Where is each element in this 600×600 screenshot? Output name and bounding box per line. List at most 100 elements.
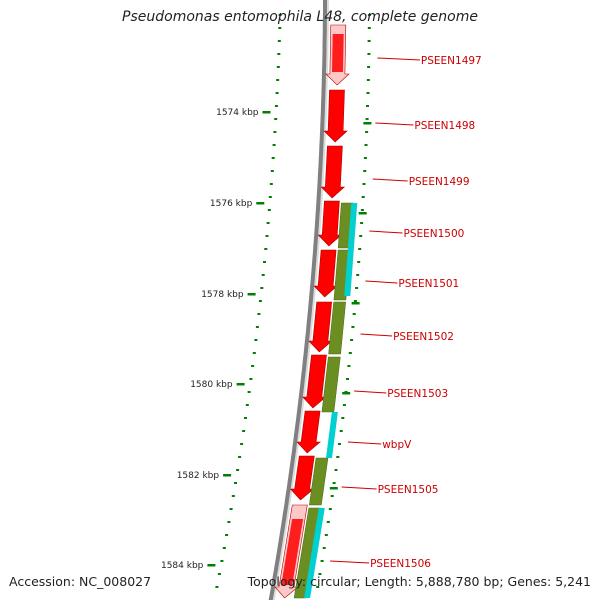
tick-left	[261, 274, 265, 276]
tick-right	[318, 573, 322, 575]
tick-left	[278, 14, 282, 16]
cyan-feature	[344, 203, 358, 296]
major-tick-right	[351, 302, 360, 305]
major-tick	[223, 474, 232, 477]
gene-arrow-core-PSEEN1506	[281, 518, 304, 585]
label-leader	[341, 486, 377, 490]
tick-right	[339, 430, 343, 432]
tick-right	[366, 79, 370, 81]
map-title: Pseudomonas entomophila L48, complete ge…	[122, 9, 478, 25]
tick-right	[342, 404, 346, 406]
tick-left	[278, 27, 282, 29]
topology-info: Topology: circular; Length: 5,888,780 bp…	[247, 574, 591, 589]
gene-label: PSEEN1501	[398, 278, 459, 290]
gene-arrow-PSEEN1503	[302, 354, 327, 409]
tick-left	[231, 495, 235, 497]
tick-right	[362, 183, 366, 185]
tick-left	[273, 131, 277, 133]
major-tick-right	[342, 392, 351, 395]
tick-left	[244, 417, 247, 419]
tick-right	[316, 586, 320, 588]
gene-label: PSEEN1502	[393, 331, 454, 343]
tick-left	[238, 456, 242, 458]
tick-right	[322, 547, 326, 549]
tick-left	[274, 105, 278, 107]
scale-label: 1576 kbp	[210, 199, 253, 209]
gene-label: PSEEN1505	[378, 484, 439, 496]
tick-left	[229, 508, 233, 510]
tick-right	[326, 521, 330, 523]
tick-left	[264, 248, 268, 250]
tick-left	[251, 365, 255, 367]
tick-left	[220, 560, 224, 562]
tick-right	[338, 443, 341, 445]
label-leader	[369, 230, 403, 234]
tick-right	[347, 365, 351, 367]
tick-left	[274, 118, 278, 120]
gene-label: PSEEN1500	[404, 228, 465, 240]
scale-label: 1574 kbp	[216, 108, 259, 118]
tick-left	[247, 391, 251, 393]
tick-right	[365, 118, 369, 120]
gene-label: wbpV	[382, 439, 412, 451]
tick-right	[346, 378, 349, 380]
tick-left	[272, 144, 276, 146]
gene-label: PSEEN1499	[409, 176, 470, 188]
major-tick	[262, 111, 271, 114]
tick-right	[359, 235, 363, 237]
tick-left	[266, 222, 270, 224]
tick-left	[255, 326, 259, 328]
tick-right	[367, 66, 371, 68]
tick-left	[240, 443, 244, 445]
tick-right	[360, 222, 364, 224]
tick-left	[275, 92, 279, 94]
tick-right	[336, 456, 340, 458]
tick-right	[351, 326, 355, 328]
tick-right	[363, 170, 367, 172]
tick-right	[356, 274, 360, 276]
label-leader	[377, 57, 420, 61]
tick-right	[330, 495, 334, 497]
gene-label: PSEEN1506	[370, 558, 431, 570]
tick-right	[328, 508, 332, 510]
tick-left	[269, 183, 273, 185]
tick-right	[348, 352, 352, 354]
tick-right	[320, 560, 324, 562]
backbone-line	[268, 0, 327, 600]
tick-right	[332, 482, 336, 484]
tick-right	[367, 40, 371, 42]
gene-arrow-PSEEN1499	[320, 145, 346, 199]
tick-left	[234, 482, 237, 484]
label-leader	[360, 333, 393, 337]
tick-right	[358, 248, 362, 250]
scale-label: 1584 kbp	[161, 561, 204, 571]
tick-left	[242, 430, 246, 432]
accession-text: Accession: NC_008027	[9, 574, 152, 589]
tick-left	[254, 339, 258, 341]
tick-left	[227, 521, 231, 523]
tick-right	[355, 287, 359, 289]
tick-right	[367, 14, 371, 16]
gene-label: PSEEN1498	[414, 120, 475, 132]
gene-arrow-PSEEN1500	[317, 200, 342, 247]
tick-right	[350, 339, 354, 341]
tick-right	[366, 92, 370, 94]
scale-label: 1580 kbp	[190, 380, 233, 390]
cyan-feature	[326, 412, 338, 458]
scale-label: 1578 kbp	[201, 290, 244, 300]
tick-right	[364, 144, 368, 146]
gene-arrow-PSEEN1505	[289, 455, 315, 501]
gene-arrow-PSEEN1501	[313, 249, 338, 298]
tick-left	[263, 261, 266, 263]
gene-arrow-PSEEN1498	[323, 89, 348, 143]
gene-label: PSEEN1497	[421, 55, 482, 67]
tick-left	[270, 170, 274, 172]
gene-arrow-wbpV	[296, 410, 321, 454]
gene-label: PSEEN1503	[387, 388, 448, 400]
label-leader	[347, 441, 382, 445]
tick-right	[365, 131, 369, 133]
tick-right	[361, 196, 365, 198]
cog-bar	[328, 301, 346, 355]
